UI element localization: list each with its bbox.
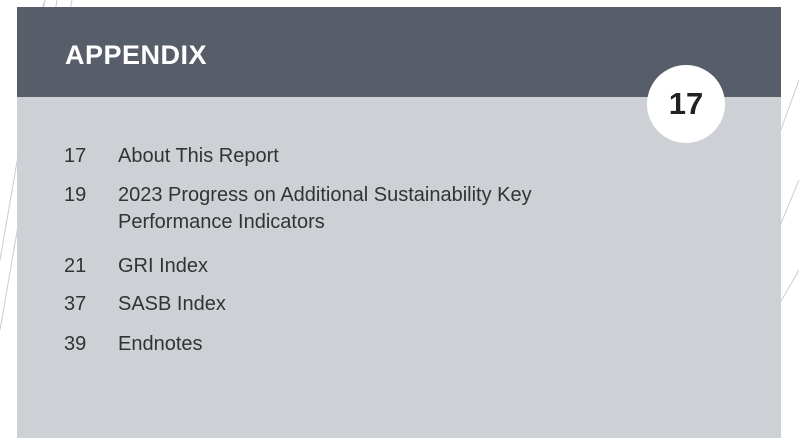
toc-text: About This Report <box>118 145 279 167</box>
toc-text: SASB Index <box>118 293 226 315</box>
toc-page: 21 <box>64 255 87 277</box>
toc-text: Endnotes <box>118 333 203 355</box>
toc-page: 39 <box>64 333 87 355</box>
toc-item: 39 Endnotes <box>64 331 588 358</box>
toc-item: 37 SASB Index <box>64 291 588 318</box>
toc-page: 37 <box>64 293 87 315</box>
toc-item: 21 GRI Index <box>64 253 588 280</box>
appendix-panel: APPENDIX 17 17 About This Report 19 2023 Pr… <box>17 7 781 438</box>
toc-page: 17 <box>64 145 87 167</box>
title: APPENDIX <box>65 40 208 70</box>
page-badge: 17 <box>647 65 725 143</box>
toc-item: 19 2023 Progress on Additional Sustainabi… <box>64 182 588 236</box>
toc-text: 2023 Progress on Additional Sustainabili… <box>118 184 532 233</box>
toc-item: 17 About This Report <box>64 143 588 170</box>
toc-text: GRI Index <box>118 255 209 277</box>
toc-page: 19 <box>64 184 87 206</box>
